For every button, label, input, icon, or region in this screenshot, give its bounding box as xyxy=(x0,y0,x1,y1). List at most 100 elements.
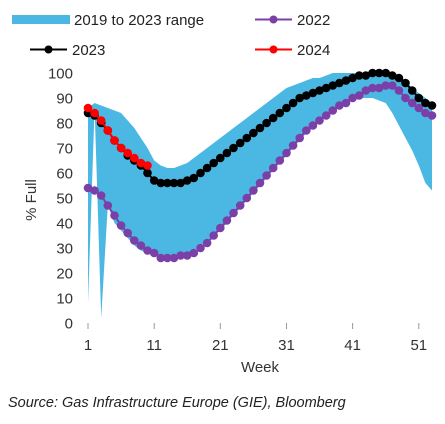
series-2024-point xyxy=(143,161,152,170)
series-2022-point xyxy=(255,178,265,188)
series-2024-point xyxy=(110,136,119,145)
series-2022-point xyxy=(143,246,152,255)
x-tick-label: 11 xyxy=(146,337,162,354)
series-2022-point xyxy=(414,103,424,113)
y-tick-label: 100 xyxy=(48,66,73,83)
series-2022-point xyxy=(110,211,119,220)
series-2022-point xyxy=(302,126,311,135)
series-2023-point xyxy=(388,71,397,80)
series-2023-point xyxy=(321,83,331,93)
series-2024-point xyxy=(90,108,99,118)
series-2022-point xyxy=(308,121,318,130)
series-2023-point xyxy=(262,118,271,128)
y-tick-label: 0 xyxy=(65,316,73,333)
series-2023-point xyxy=(282,103,291,113)
y-tick-label: 70 xyxy=(56,141,73,158)
legend: 2019 to 2023 range 2022 2023 2024 xyxy=(12,12,330,59)
series-2023-point xyxy=(143,168,152,178)
series-2022-point xyxy=(394,86,404,95)
series-2024-point xyxy=(123,148,132,158)
series-2022-point xyxy=(288,141,298,150)
series-2023-point xyxy=(341,76,351,85)
series-2022-point xyxy=(427,111,437,120)
series-2023-point xyxy=(414,93,424,103)
series-2023-point xyxy=(302,91,311,100)
x-axis-ticks: 1 11 21 31 41 51 xyxy=(84,323,427,354)
legend-range-swatch xyxy=(12,15,70,24)
x-axis-title: Week xyxy=(241,359,280,376)
series-2022-point xyxy=(182,251,192,260)
series-2023-point xyxy=(255,123,265,133)
series-2023-point xyxy=(361,71,371,80)
series-2023-point xyxy=(242,133,252,143)
legend-2023-label: 2023 xyxy=(72,42,105,59)
series-2023-point xyxy=(149,176,159,185)
series-2022-point xyxy=(209,231,218,240)
legend-range-label: 2019 to 2023 range xyxy=(74,12,204,29)
series-2022-point xyxy=(321,111,331,120)
series-2022-point xyxy=(275,156,285,165)
series-2023-point xyxy=(315,86,324,95)
series-2022-point xyxy=(176,251,185,260)
series-2022-point xyxy=(381,81,391,90)
series-2023-point xyxy=(182,176,192,185)
series-2024-point xyxy=(96,116,106,125)
series-2022-point xyxy=(249,186,258,195)
series-2022-point xyxy=(189,248,199,258)
series-2023-point xyxy=(268,113,278,123)
series-2022-point xyxy=(268,163,278,173)
x-tick-label: 41 xyxy=(344,337,361,354)
series-2023-point xyxy=(295,93,305,103)
series-2022-point xyxy=(348,93,357,103)
y-tick-label: 60 xyxy=(56,166,73,183)
series-2023-point xyxy=(288,98,298,108)
series-2022-point xyxy=(282,148,291,158)
legend-2022-marker xyxy=(269,15,278,24)
series-2023-point xyxy=(202,163,212,173)
series-2023-point xyxy=(156,178,166,188)
series-2022-point xyxy=(341,98,351,108)
series-2022-point xyxy=(169,253,179,263)
range-band xyxy=(88,73,432,318)
series-2023-point xyxy=(427,101,437,110)
series-2023-point xyxy=(189,173,199,183)
series-2022-point xyxy=(374,83,384,93)
series-2022-point xyxy=(202,238,212,248)
x-tick-label: 1 xyxy=(84,337,92,354)
series-2023-point xyxy=(235,138,245,148)
series-2023-point xyxy=(421,98,430,108)
y-tick-label: 20 xyxy=(56,266,73,283)
series-2022-point xyxy=(328,106,338,115)
series-2023-point xyxy=(381,68,391,78)
series-2023-point xyxy=(335,78,344,88)
y-axis-title: % Full xyxy=(23,179,40,221)
series-2022-point xyxy=(96,191,106,200)
series-2024-point xyxy=(136,158,146,168)
series-2022-point xyxy=(222,216,232,225)
series-2022-point xyxy=(421,108,430,118)
series-2023-point xyxy=(249,128,258,138)
y-tick-label: 40 xyxy=(56,216,73,233)
series-2022 xyxy=(83,81,437,263)
series-2023-point xyxy=(275,108,285,118)
y-tick-label: 30 xyxy=(56,241,73,258)
series-2023-point xyxy=(308,88,318,98)
series-2022-point xyxy=(156,253,166,263)
series-2023-point xyxy=(328,81,338,90)
series-2022-point xyxy=(361,86,371,95)
series-2024-point xyxy=(116,143,126,153)
x-tick-label: 51 xyxy=(410,337,427,354)
series-2023-point xyxy=(374,68,384,78)
series-2022-point xyxy=(315,116,324,125)
series-2022-point xyxy=(368,83,377,93)
y-tick-label: 80 xyxy=(56,116,73,133)
y-tick-label: 90 xyxy=(56,91,73,108)
series-2022-point xyxy=(295,133,305,143)
series-2023-point xyxy=(354,71,364,80)
series-2022-point xyxy=(136,241,146,250)
series-2022-point xyxy=(335,101,344,110)
series-2022-point xyxy=(262,171,271,180)
x-tick-label: 21 xyxy=(212,337,229,354)
series-2022-point xyxy=(242,193,252,203)
series-2022-point xyxy=(354,91,364,100)
